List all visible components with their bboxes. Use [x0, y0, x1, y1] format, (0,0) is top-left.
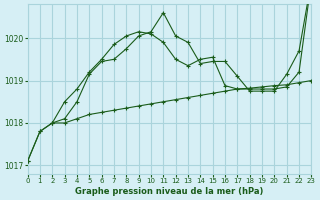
X-axis label: Graphe pression niveau de la mer (hPa): Graphe pression niveau de la mer (hPa) [75, 187, 264, 196]
